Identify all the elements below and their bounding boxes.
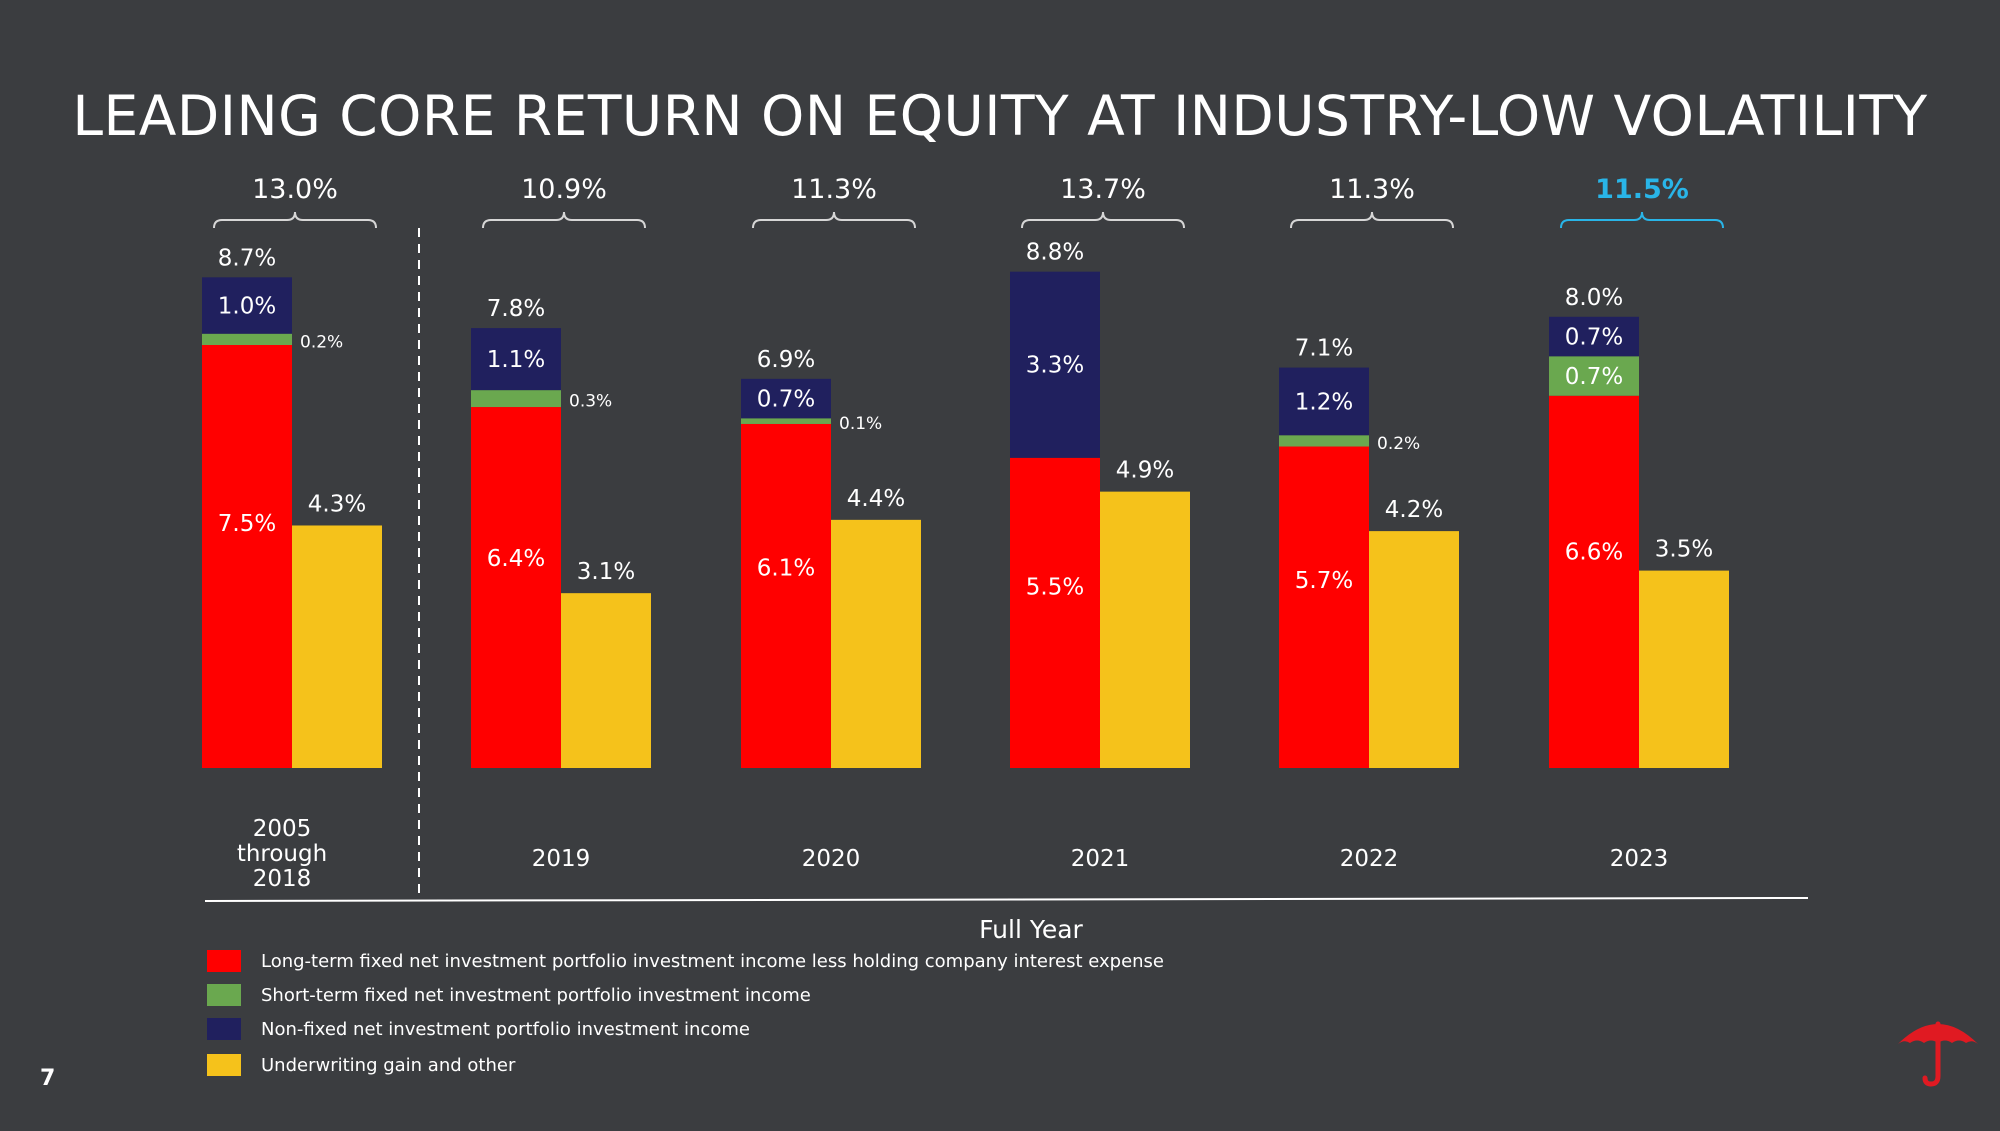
legend-label-short-term: Short-term fixed net investment portfoli… xyxy=(261,984,811,1006)
bar-underwriting-2022 xyxy=(1369,531,1459,768)
category-label-2005-through-2018-line-2: through xyxy=(237,841,327,867)
label-underwriting-2022: 4.2% xyxy=(1385,497,1443,523)
bar-underwriting-2019 xyxy=(561,593,651,768)
bar-underwriting-2023 xyxy=(1639,570,1729,768)
label-long-term-2019: 6.4% xyxy=(487,546,545,572)
brace-2023 xyxy=(1560,211,1724,229)
legend-item-short-term: Short-term fixed net investment portfoli… xyxy=(207,984,811,1006)
bar-long-term-2023 xyxy=(1549,395,1639,768)
label-long-term-2021: 5.5% xyxy=(1026,574,1084,600)
bar-non-fixed-2022 xyxy=(1279,367,1369,436)
label-short-term-2019: 0.3% xyxy=(569,392,612,412)
stack-total-label-2021: 8.8% xyxy=(1026,240,1084,266)
label-non-fixed-2020: 0.7% xyxy=(757,387,815,413)
total-roe-label-2023: 11.5% xyxy=(1595,174,1689,205)
bar-underwriting-2020 xyxy=(831,519,921,768)
stack-total-label-2023: 8.0% xyxy=(1565,285,1623,311)
bar-long-term-2019 xyxy=(471,407,561,768)
legend-item-underwriting: Underwriting gain and other xyxy=(207,1054,515,1076)
label-non-fixed-2021: 3.3% xyxy=(1026,353,1084,379)
label-long-term-2022: 5.7% xyxy=(1295,568,1353,594)
legend-label-non-fixed: Non-fixed net investment portfolio inves… xyxy=(261,1018,750,1040)
total-roe-label-2021: 13.7% xyxy=(1060,174,1146,205)
bar-non-fixed-2019 xyxy=(471,328,561,391)
category-label-2019: 2019 xyxy=(532,846,591,872)
brace-2022 xyxy=(1290,211,1454,229)
label-non-fixed-2023: 0.7% xyxy=(1565,325,1623,351)
bar-short-term-2022 xyxy=(1279,435,1369,447)
total-roe-label-2005-through-2018: 13.0% xyxy=(252,174,338,205)
bar-non-fixed-2023 xyxy=(1549,316,1639,357)
legend-swatch-non-fixed xyxy=(207,1018,241,1040)
bar-non-fixed-2021 xyxy=(1010,271,1100,458)
legend-swatch-long-term xyxy=(207,950,241,972)
label-long-term-2023: 6.6% xyxy=(1565,540,1623,566)
label-underwriting-2023: 3.5% xyxy=(1655,537,1713,563)
label-short-term-2005-through-2018: 0.2% xyxy=(300,332,343,352)
brace-2021 xyxy=(1021,211,1185,229)
label-underwriting-2005-through-2018: 4.3% xyxy=(308,491,366,517)
label-non-fixed-2005-through-2018: 1.0% xyxy=(218,294,276,320)
legend-swatch-underwriting xyxy=(207,1054,241,1076)
label-short-term-2022: 0.2% xyxy=(1377,434,1420,454)
x-axis-line xyxy=(204,897,1809,902)
bar-non-fixed-2005-through-2018 xyxy=(202,277,292,334)
stack-total-label-2019: 7.8% xyxy=(487,296,545,322)
total-roe-label-2022: 11.3% xyxy=(1329,174,1415,205)
total-roe-label-2019: 10.9% xyxy=(521,174,607,205)
label-long-term-2020: 6.1% xyxy=(757,555,815,581)
bar-long-term-2005-through-2018 xyxy=(202,345,292,768)
label-underwriting-2020: 4.4% xyxy=(847,486,905,512)
bar-long-term-2022 xyxy=(1279,446,1369,768)
stack-total-label-2022: 7.1% xyxy=(1295,336,1353,362)
bar-short-term-2023 xyxy=(1549,356,1639,396)
label-non-fixed-2019: 1.1% xyxy=(487,347,545,373)
stack-total-label-2005-through-2018: 8.7% xyxy=(218,245,276,271)
umbrella-logo-icon xyxy=(1898,1021,1978,1087)
x-axis-label: Full Year xyxy=(979,915,1083,944)
category-label-2020: 2020 xyxy=(802,846,861,872)
bar-long-term-2021 xyxy=(1010,457,1100,768)
label-underwriting-2021: 4.9% xyxy=(1116,458,1174,484)
legend-swatch-short-term xyxy=(207,984,241,1006)
label-non-fixed-2022: 1.2% xyxy=(1295,389,1353,415)
legend-label-long-term: Long-term fixed net investment portfolio… xyxy=(261,950,1164,972)
bar-underwriting-2021 xyxy=(1100,491,1190,768)
category-label-2022: 2022 xyxy=(1340,846,1399,872)
legend-label-underwriting: Underwriting gain and other xyxy=(261,1054,516,1076)
brace-2019 xyxy=(482,211,646,229)
slide-title: LEADING CORE RETURN ON EQUITY AT INDUSTR… xyxy=(72,84,1928,148)
legend-item-non-fixed: Non-fixed net investment portfolio inves… xyxy=(207,1018,750,1040)
label-short-term-2023: 0.7% xyxy=(1565,364,1623,390)
stack-total-label-2020: 6.9% xyxy=(757,347,815,373)
category-label-2005-through-2018-line-3: 2018 xyxy=(253,866,312,892)
bar-underwriting-2005-through-2018 xyxy=(292,525,382,768)
category-label-2005-through-2018-line-1: 2005 xyxy=(253,816,312,842)
page-number: 7 xyxy=(40,1066,56,1091)
bar-short-term-2019 xyxy=(471,390,561,408)
bar-long-term-2020 xyxy=(741,423,831,768)
bar-non-fixed-2020 xyxy=(741,378,831,419)
bar-short-term-2005-through-2018 xyxy=(202,333,292,345)
category-label-2023: 2023 xyxy=(1610,846,1669,872)
label-underwriting-2019: 3.1% xyxy=(577,559,635,585)
total-roe-label-2020: 11.3% xyxy=(791,174,877,205)
brace-2005-through-2018 xyxy=(213,211,377,229)
category-label-2021: 2021 xyxy=(1071,846,1130,872)
bar-short-term-2020 xyxy=(741,418,831,424)
label-short-term-2020: 0.1% xyxy=(839,414,882,434)
legend-item-long-term: Long-term fixed net investment portfolio… xyxy=(207,950,1164,972)
brace-2020 xyxy=(752,211,916,229)
label-long-term-2005-through-2018: 7.5% xyxy=(218,511,276,537)
